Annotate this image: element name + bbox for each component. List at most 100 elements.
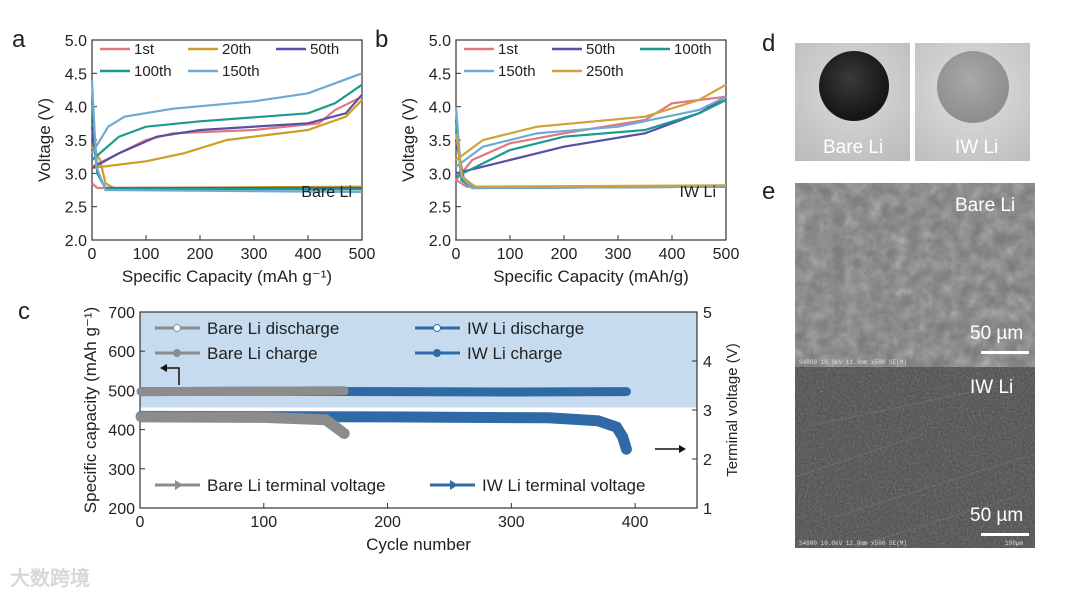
photo-label-iw-li: IW Li — [955, 137, 999, 158]
legend-label-20th: 20th — [222, 41, 251, 58]
x-tick-label: 500 — [349, 246, 376, 263]
y2-tick-label: 5 — [703, 305, 712, 322]
discharge-curve-100th — [90, 99, 363, 191]
legend-label-50th: 50th — [586, 41, 615, 58]
x-axis-label: Specific Capacity (mAh/g) — [493, 267, 689, 286]
legend-label: IW Li discharge — [467, 319, 584, 338]
legend-label-1st: 1st — [134, 41, 155, 58]
charge-curve-250th — [455, 83, 727, 161]
x-tick-label: 400 — [295, 246, 322, 263]
arrow-left-axis — [162, 367, 180, 385]
scale-bar-top — [981, 351, 1029, 354]
legend-label-150th: 150th — [498, 63, 536, 80]
series-bare-li-discharge — [136, 386, 349, 397]
x-tick-label: 100 — [250, 514, 277, 531]
y-tick-label: 2.5 — [429, 200, 451, 217]
charge-curve-100th — [455, 99, 727, 178]
x-tick-label: 0 — [136, 514, 145, 531]
y-tick-label: 5.0 — [65, 33, 87, 50]
photo-iw-li: IW Li — [915, 43, 1030, 161]
arrowhead-left — [160, 364, 167, 372]
charge-curve-1st — [455, 95, 727, 181]
discharge-curve-150th — [90, 79, 363, 194]
x-tick-label: 0 — [452, 246, 461, 263]
panel-annotation-b: IW Li — [680, 184, 716, 201]
x-tick-label: 400 — [659, 246, 686, 263]
x-tick-label: 500 — [713, 246, 740, 263]
panel-label-e: e — [762, 178, 776, 205]
x-tick-label: 400 — [622, 514, 649, 531]
sem-meta-top: S4800 10.0kV 11.9mm x500 SE(M) — [799, 359, 908, 366]
legend-label: IW Li charge — [467, 344, 562, 363]
y-tick-label: 3.0 — [65, 166, 87, 183]
charge-curve-50th — [91, 93, 363, 169]
x-axis-label: Specific Capacity (mAh g⁻¹) — [122, 267, 332, 286]
y-tick-label: 3.5 — [429, 133, 451, 150]
legend-label-1st: 1st — [498, 41, 519, 58]
y-tick-label: 200 — [108, 501, 135, 518]
charge-curve-100th — [91, 83, 363, 161]
series-iw-li-terminal-voltage — [135, 410, 632, 455]
arrowhead-right — [679, 445, 686, 453]
y2-tick-label: 1 — [703, 501, 712, 518]
y-tick-label: 300 — [108, 462, 135, 479]
legend-marker — [173, 349, 181, 357]
y-tick-label: 2.5 — [65, 200, 87, 217]
y-tick-label: 700 — [108, 305, 135, 322]
charge-curve-20th — [91, 99, 363, 170]
y2-tick-label: 3 — [703, 403, 712, 420]
y-axis-label: Specific capacity (mAh g⁻¹) — [81, 307, 100, 513]
scale-bar-label-bottom: 50 µm — [970, 505, 1024, 526]
panel-label-b: b — [375, 26, 389, 53]
y-axis-label: Voltage (V) — [35, 98, 54, 182]
legend-label: IW Li terminal voltage — [482, 476, 645, 495]
legend-marker — [175, 480, 183, 490]
y-axis-label: Voltage (V) — [399, 98, 418, 182]
bare-li-disc — [819, 51, 889, 121]
legend-label-50th: 50th — [310, 41, 339, 58]
legend-marker — [173, 324, 181, 332]
legend-label: Bare Li charge — [207, 344, 318, 363]
sem-label-bare-li: Bare Li — [955, 195, 1016, 216]
legend-label: Bare Li discharge — [207, 319, 339, 338]
y2-tick-label: 4 — [703, 354, 712, 371]
y-tick-label: 4.0 — [429, 100, 451, 117]
discharge-curve-250th — [454, 133, 727, 188]
legend-marker — [450, 480, 458, 490]
y-tick-label: 3.0 — [429, 166, 451, 183]
discharge-curve-20th — [91, 146, 363, 190]
iw-li-disc — [937, 51, 1009, 123]
y-tick-label: 4.0 — [65, 100, 87, 117]
sem-texture-bare — [795, 183, 1035, 367]
discharge-curve-50th — [90, 126, 362, 190]
x-tick-label: 100 — [133, 246, 160, 263]
discharge-curve-100th — [454, 119, 727, 190]
x-tick-label: 200 — [374, 514, 401, 531]
x-tick-label: 300 — [605, 246, 632, 263]
legend-label: Bare Li terminal voltage — [207, 476, 386, 495]
sem-image-iw-li: IW Li 50 µm S4800 10.0kV 12.0mm x500 SE(… — [795, 367, 1035, 548]
photo-label-bare-li: Bare Li — [823, 137, 884, 158]
x-tick-label: 200 — [187, 246, 214, 263]
y-tick-label: 2.0 — [429, 233, 451, 250]
y-tick-label: 500 — [108, 383, 135, 400]
x-tick-label: 0 — [88, 246, 97, 263]
watermark: 大数跨境 — [10, 568, 90, 590]
x-tick-label: 300 — [498, 514, 525, 531]
y2-tick-label: 2 — [703, 452, 712, 469]
sem-texture-iw — [795, 367, 1035, 548]
sem-meta-bottom: S4800 10.0kV 12.0mm x500 SE(M) — [799, 540, 908, 547]
discharge-curve-150th — [454, 106, 727, 190]
charge-curve-150th — [455, 95, 727, 168]
legend-marker — [433, 324, 441, 332]
legend-marker — [433, 349, 441, 357]
y-tick-label: 4.5 — [65, 66, 87, 83]
series-bare-li-terminal-voltage — [135, 411, 350, 439]
legend-label-100th: 100th — [674, 41, 712, 58]
panel-label-c: c — [18, 298, 30, 325]
y-tick-label: 3.5 — [65, 133, 87, 150]
panel-label-d: d — [762, 30, 776, 57]
y2-axis-label: Terminal voltage (V) — [724, 343, 741, 476]
sem-image-bare-li: Bare Li 50 µm S4800 10.0kV 11.9mm x500 S… — [795, 183, 1035, 367]
charge-curve-150th — [91, 72, 363, 154]
